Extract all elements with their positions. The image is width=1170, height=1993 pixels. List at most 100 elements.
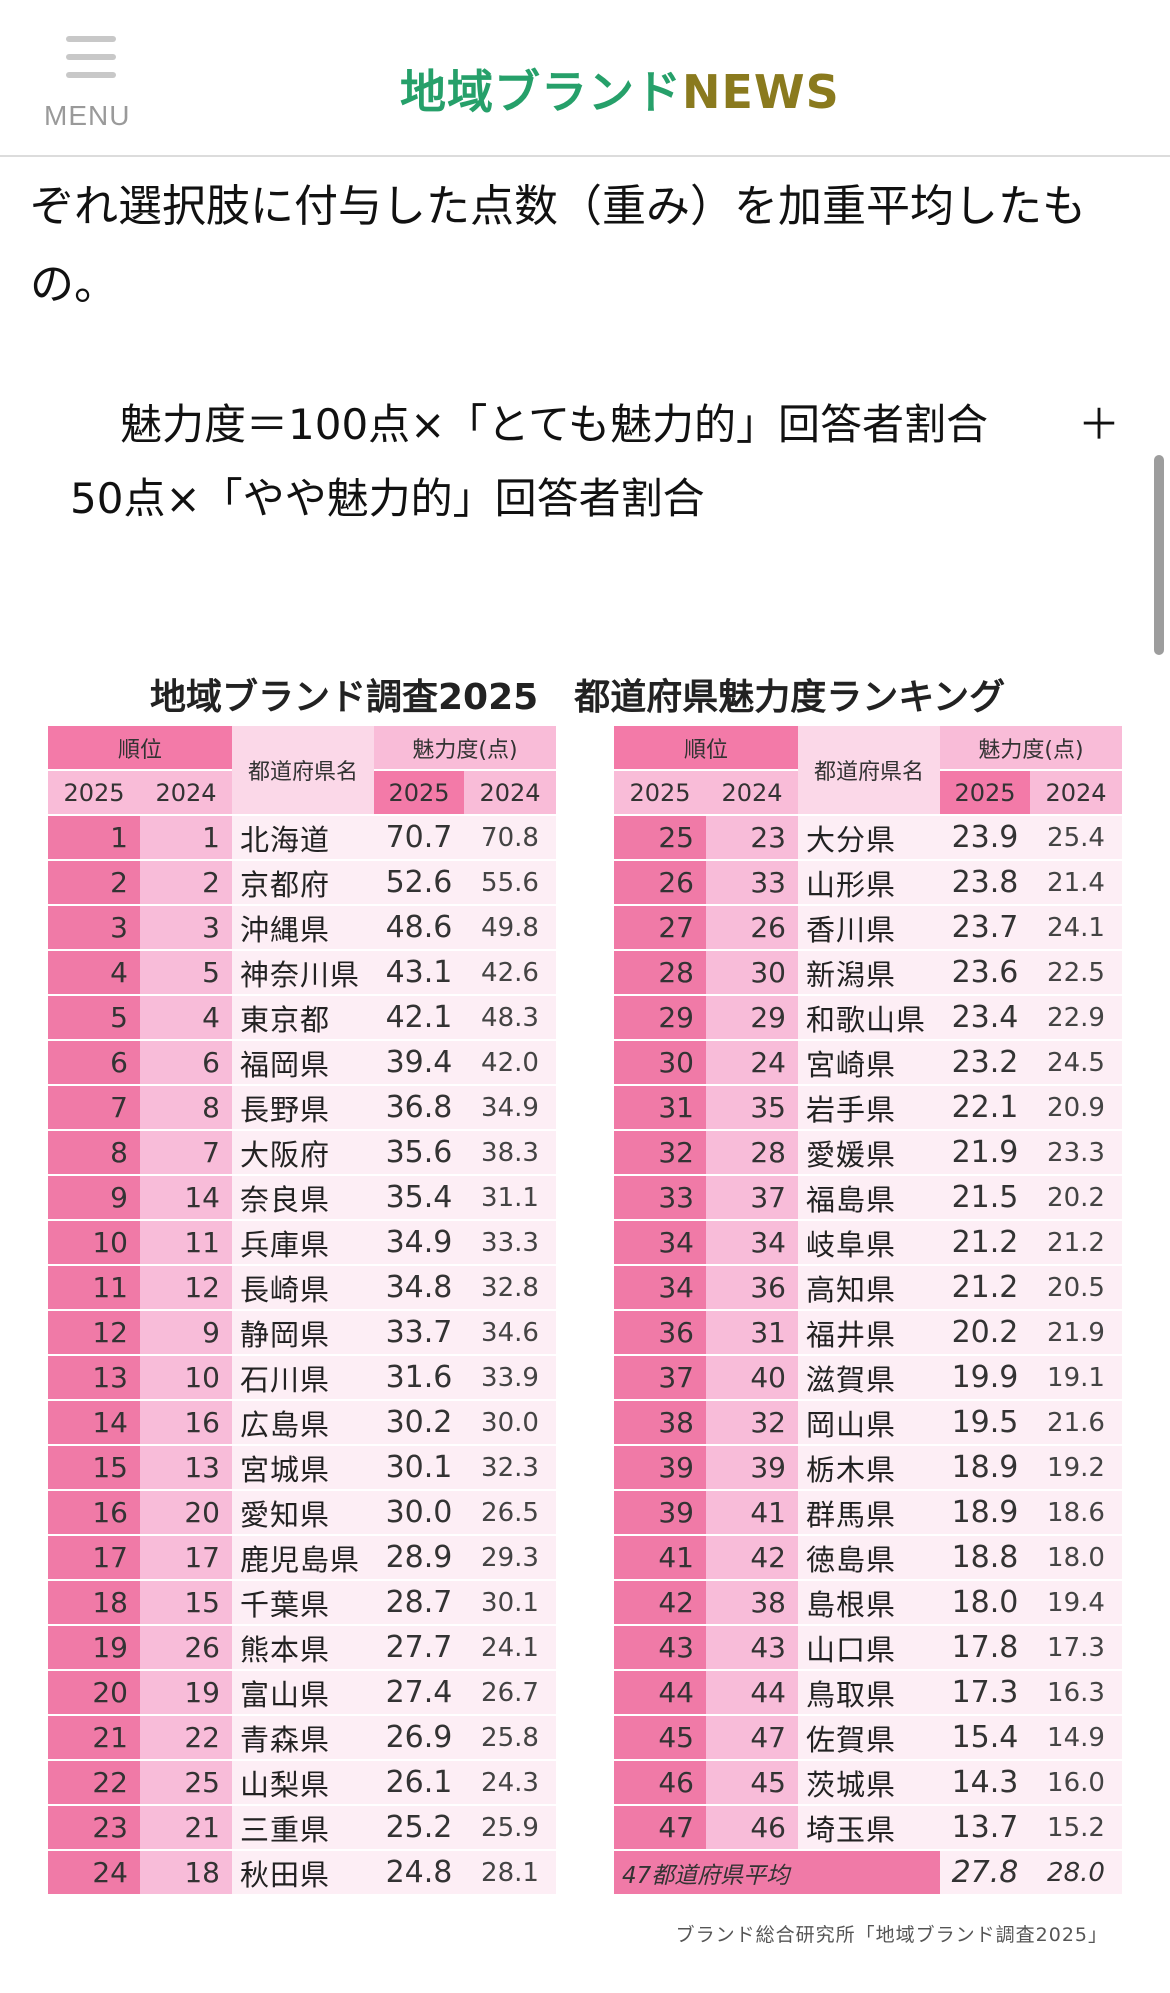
chart-title: 地域ブランド調査2025 都道府県魅力度ランキング [150, 677, 1006, 718]
score-2025-cell: 36.8 [374, 1085, 464, 1131]
score-2025-cell: 21.5 [940, 1175, 1030, 1221]
table-row: 26 33 山形県 23.8 21.4 [614, 860, 1122, 906]
formula-block: 魅力度＝100点×「とても魅力的」回答者割合 ＋ 50点×「やや魅力的」回答者割… [70, 388, 1120, 536]
table-row: 41 42 徳島県 18.8 18.0 [614, 1535, 1122, 1581]
rank-2024-cell: 13 [140, 1445, 232, 1491]
rank-2024-cell: 25 [140, 1760, 232, 1806]
score-2025-cell: 23.8 [940, 860, 1030, 906]
table-row: 15 13 宮城県 30.1 32.3 [48, 1445, 556, 1491]
table-row: 44 44 鳥取県 17.3 16.3 [614, 1670, 1122, 1716]
table-row: 12 9 静岡県 33.7 34.6 [48, 1310, 556, 1356]
table-row: 39 41 群馬県 18.9 18.6 [614, 1490, 1122, 1536]
table-row: 47 46 埼玉県 13.7 15.2 [614, 1805, 1122, 1851]
rank-2025-cell: 13 [48, 1355, 140, 1401]
table-row: 18 15 千葉県 28.7 30.1 [48, 1580, 556, 1626]
score-2024-cell: 22.5 [1030, 950, 1122, 996]
prefecture-cell: 宮城県 [232, 1445, 374, 1491]
rank-2025-cell: 28 [614, 950, 706, 996]
rank-2025-cell: 17 [48, 1535, 140, 1581]
score-2025-cell: 28.7 [374, 1580, 464, 1626]
hamburger-icon [66, 36, 116, 80]
rank-2024-cell: 34 [706, 1220, 798, 1266]
prefecture-cell: 静岡県 [232, 1310, 374, 1356]
score-2024-cell: 20.2 [1030, 1175, 1122, 1221]
table-row: 23 21 三重県 25.2 25.9 [48, 1805, 556, 1851]
rank-2025-cell: 47 [614, 1805, 706, 1851]
rank-2024-cell: 18 [140, 1850, 232, 1896]
rank-2025-cell: 34 [614, 1220, 706, 1266]
rank-2024-cell: 15 [140, 1580, 232, 1626]
score-2025-cell: 35.6 [374, 1130, 464, 1176]
rank-2024-cell: 33 [706, 860, 798, 906]
score-2024-cell: 20.5 [1030, 1265, 1122, 1311]
score-2025-cell: 28.9 [374, 1535, 464, 1581]
rank-2024-cell: 39 [706, 1445, 798, 1491]
source-credit: ブランド総合研究所「地域ブランド調査2025」 [675, 1924, 1108, 1946]
table-row: 30 24 宮崎県 23.2 24.5 [614, 1040, 1122, 1086]
score-2024-cell: 29.3 [464, 1535, 556, 1581]
prefecture-cell: 愛媛県 [798, 1130, 940, 1176]
table-row: 38 32 岡山県 19.5 21.6 [614, 1400, 1122, 1446]
table-row: 24 18 秋田県 24.8 28.1 [48, 1850, 556, 1896]
rank-2025-cell: 26 [614, 860, 706, 906]
rank-2025-cell: 24 [48, 1850, 140, 1896]
score-2024-cell: 42.6 [464, 950, 556, 996]
rank-2024-cell: 6 [140, 1040, 232, 1086]
prefecture-cell: 千葉県 [232, 1580, 374, 1626]
score-2025-cell: 48.6 [374, 905, 464, 951]
score-2025-cell: 26.9 [374, 1715, 464, 1761]
score-2024-cell: 26.5 [464, 1490, 556, 1536]
rank-2025-cell: 21 [48, 1715, 140, 1761]
score-2024-cell: 16.3 [1030, 1670, 1122, 1716]
table-row: 29 29 和歌山県 23.4 22.9 [614, 995, 1122, 1041]
score-2025-cell: 18.8 [940, 1535, 1030, 1581]
prefecture-cell: 埼玉県 [798, 1805, 940, 1851]
score-2025-cell: 25.2 [374, 1805, 464, 1851]
score-2024-cell: 18.0 [1030, 1535, 1122, 1581]
score-2025-cell: 24.8 [374, 1850, 464, 1896]
score-2024-cell: 33.3 [464, 1220, 556, 1266]
rank-2025-cell: 18 [48, 1580, 140, 1626]
table-row: 7 8 長野県 36.8 34.9 [48, 1085, 556, 1131]
score-2025-header: 2025 [940, 770, 1030, 816]
prefecture-cell: 新潟県 [798, 950, 940, 996]
table-row: 5 4 東京都 42.1 48.3 [48, 995, 556, 1041]
score-2025-cell: 15.4 [940, 1715, 1030, 1761]
table-row: 4 5 神奈川県 43.1 42.6 [48, 950, 556, 996]
prefecture-cell: 神奈川県 [232, 950, 374, 996]
formula-plus: ＋ [1077, 400, 1120, 449]
score-2024-cell: 30.0 [464, 1400, 556, 1446]
menu-button[interactable]: MENU [38, 30, 138, 140]
score-2025-cell: 30.1 [374, 1445, 464, 1491]
prefecture-cell: 群馬県 [798, 1490, 940, 1536]
site-logo[interactable]: 地域ブランドNEWS [400, 56, 840, 122]
prefecture-cell: 大阪府 [232, 1130, 374, 1176]
scrollbar-thumb[interactable] [1154, 455, 1164, 655]
table-row: 10 11 兵庫県 34.9 33.3 [48, 1220, 556, 1266]
score-2024-cell: 42.0 [464, 1040, 556, 1086]
prefecture-cell: 長崎県 [232, 1265, 374, 1311]
prefecture-cell: 福島県 [798, 1175, 940, 1221]
rank-2024-cell: 7 [140, 1130, 232, 1176]
rank-2025-cell: 39 [614, 1490, 706, 1536]
average-2024: 28.0 [1030, 1850, 1122, 1896]
rank-2024-cell: 32 [706, 1400, 798, 1446]
rank-2025-cell: 32 [614, 1130, 706, 1176]
score-2024-cell: 24.3 [464, 1760, 556, 1806]
score-2025-cell: 23.6 [940, 950, 1030, 996]
score-2025-header: 2025 [374, 770, 464, 816]
rank-2024-header: 2024 [140, 770, 232, 816]
rank-2025-header: 2025 [614, 770, 706, 816]
score-2024-cell: 48.3 [464, 995, 556, 1041]
table-row: 19 26 熊本県 27.7 24.1 [48, 1625, 556, 1671]
score-2025-cell: 17.3 [940, 1670, 1030, 1716]
table-row: 13 10 石川県 31.6 33.9 [48, 1355, 556, 1401]
score-2024-cell: 24.1 [1030, 905, 1122, 951]
table-row: 39 39 栃木県 18.9 19.2 [614, 1445, 1122, 1491]
score-2024-cell: 24.5 [1030, 1040, 1122, 1086]
rank-2025-cell: 20 [48, 1670, 140, 1716]
rank-2025-cell: 11 [48, 1265, 140, 1311]
table-row: 21 22 青森県 26.9 25.8 [48, 1715, 556, 1761]
rank-2025-cell: 38 [614, 1400, 706, 1446]
prefecture-cell: 茨城県 [798, 1760, 940, 1806]
